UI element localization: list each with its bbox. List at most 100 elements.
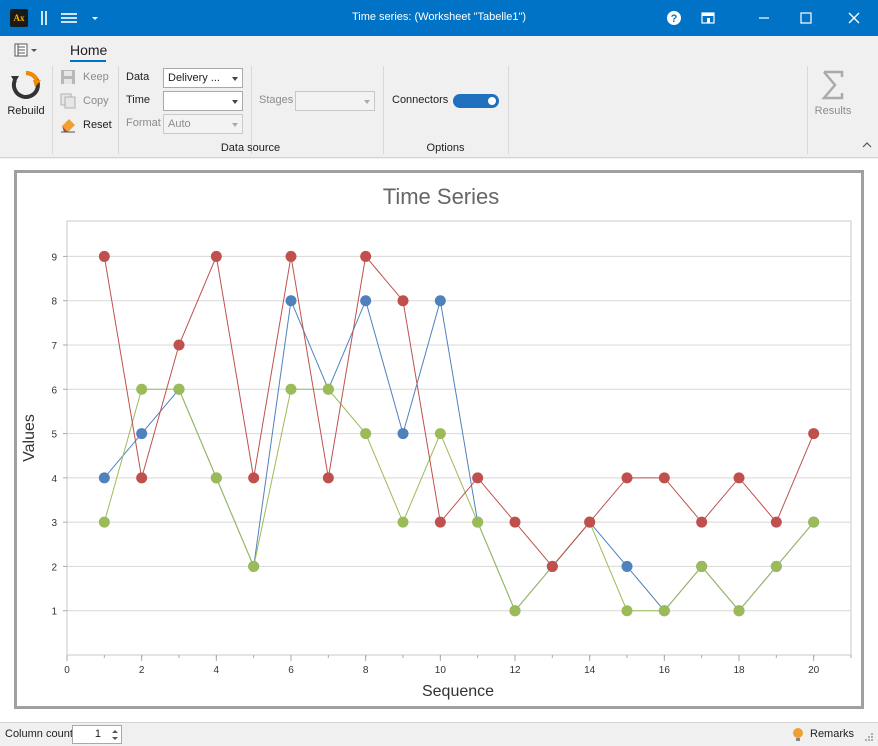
- time-select[interactable]: [163, 91, 243, 111]
- sigma-icon: [821, 70, 844, 100]
- series-3-point[interactable]: [621, 472, 633, 484]
- keep-button[interactable]: Keep: [60, 67, 109, 87]
- y-tick-label: 2: [51, 562, 57, 573]
- ribbon-separator: [52, 66, 53, 154]
- tab-home[interactable]: Home: [70, 42, 108, 58]
- series-3-point[interactable]: [472, 472, 484, 484]
- series-3-point[interactable]: [658, 472, 670, 484]
- series-3-point[interactable]: [397, 295, 409, 307]
- x-tick-label: 8: [363, 665, 369, 676]
- series-3-point[interactable]: [733, 472, 745, 484]
- title-bar: Ax Time series: (Worksheet "Tabelle1") ?: [0, 0, 878, 36]
- series-line-2: [103, 388, 815, 612]
- time-label: Time: [126, 94, 151, 106]
- series-1-point[interactable]: [136, 428, 148, 440]
- series-2-point[interactable]: [173, 383, 185, 395]
- ribbon: Rebuild Keep Copy Reset Data Delivery ..…: [0, 62, 878, 158]
- view-rows-icon[interactable]: [60, 9, 78, 27]
- chevron-down-icon: [364, 100, 370, 104]
- resize-grip-icon[interactable]: [864, 732, 874, 745]
- close-button[interactable]: [834, 0, 874, 36]
- maximize-button[interactable]: [786, 0, 826, 36]
- y-tick-label: 7: [51, 341, 57, 352]
- series-2-point[interactable]: [248, 560, 260, 572]
- x-tick-label: 6: [288, 665, 294, 676]
- series-3-point[interactable]: [546, 560, 558, 572]
- column-count-stepper[interactable]: 1: [72, 725, 122, 744]
- series-2-point[interactable]: [360, 428, 372, 440]
- series-2-point[interactable]: [322, 383, 334, 395]
- x-tick-label: 20: [808, 665, 820, 676]
- data-select[interactable]: Delivery ...: [163, 68, 243, 88]
- series-2-point[interactable]: [210, 472, 222, 484]
- series-3-point[interactable]: [322, 472, 334, 484]
- x-tick-label: 16: [659, 665, 671, 676]
- ribbon-separator: [251, 66, 252, 154]
- stepper-down-icon[interactable]: [112, 737, 118, 740]
- copy-button[interactable]: Copy: [60, 91, 109, 111]
- series-2-point[interactable]: [658, 605, 670, 617]
- stepper-up-icon[interactable]: [112, 730, 118, 733]
- status-bar: Column count 1 Remarks: [0, 722, 878, 746]
- series-3-point[interactable]: [136, 472, 148, 484]
- column-count-label: Column count: [5, 728, 73, 740]
- reset-button[interactable]: Reset: [60, 115, 112, 135]
- file-menu-icon[interactable]: [14, 42, 40, 58]
- series-3-point[interactable]: [434, 516, 446, 528]
- series-3-point[interactable]: [770, 516, 782, 528]
- collapse-ribbon-icon[interactable]: [862, 140, 872, 150]
- chevron-down-icon: [232, 77, 238, 81]
- series-1-point[interactable]: [285, 295, 297, 307]
- series-3-point[interactable]: [98, 250, 110, 262]
- ribbon-separator: [807, 66, 808, 154]
- series-3-point[interactable]: [696, 516, 708, 528]
- series-1-point[interactable]: [621, 560, 633, 572]
- series-2-point[interactable]: [509, 605, 521, 617]
- minimize-button[interactable]: [744, 0, 784, 36]
- series-3-point[interactable]: [509, 516, 521, 528]
- x-tick-label: 10: [435, 665, 447, 676]
- quick-access-dropdown-icon[interactable]: [90, 9, 100, 27]
- series-3-point[interactable]: [248, 472, 260, 484]
- series-1-point[interactable]: [397, 428, 409, 440]
- series-3-point[interactable]: [360, 250, 372, 262]
- series-2-point[interactable]: [285, 383, 297, 395]
- series-2-point[interactable]: [770, 560, 782, 572]
- tab-home-indicator: [70, 60, 106, 62]
- view-columns-icon[interactable]: [40, 9, 50, 27]
- svg-text:?: ?: [671, 13, 678, 25]
- results-button[interactable]: Results: [812, 68, 854, 117]
- series-3-point[interactable]: [210, 250, 222, 262]
- lightbulb-icon: [792, 727, 804, 746]
- series-2-point[interactable]: [397, 516, 409, 528]
- series-2-point[interactable]: [696, 560, 708, 572]
- series-2-point[interactable]: [621, 605, 633, 617]
- restore-layout-icon[interactable]: [688, 0, 728, 36]
- series-2-point[interactable]: [733, 605, 745, 617]
- series-1-point[interactable]: [434, 295, 446, 307]
- format-select-value: Auto: [168, 118, 191, 130]
- series-1-point[interactable]: [360, 295, 372, 307]
- data-select-value: Delivery ...: [168, 72, 220, 84]
- y-axis-label: Values: [21, 414, 38, 462]
- series-3-point[interactable]: [285, 250, 297, 262]
- series-3-point[interactable]: [173, 339, 185, 351]
- series-1-point[interactable]: [98, 472, 110, 484]
- format-select[interactable]: Auto: [163, 114, 243, 134]
- series-2-point[interactable]: [472, 516, 484, 528]
- series-2-point[interactable]: [808, 516, 820, 528]
- remarks-button[interactable]: Remarks: [810, 728, 855, 740]
- series-3-point[interactable]: [584, 516, 596, 528]
- series-3-point[interactable]: [808, 428, 820, 440]
- rebuild-button[interactable]: Rebuild: [6, 68, 46, 117]
- series-2-point[interactable]: [136, 383, 148, 395]
- series-2-point[interactable]: [98, 516, 110, 528]
- series-2-point[interactable]: [434, 428, 446, 440]
- help-icon[interactable]: ?: [654, 0, 694, 36]
- connectors-toggle[interactable]: [453, 94, 499, 108]
- plot-border: [66, 220, 852, 656]
- ribbon-tabs: Home: [0, 36, 878, 62]
- stages-select[interactable]: [295, 91, 375, 111]
- x-tick-label: 18: [733, 665, 745, 676]
